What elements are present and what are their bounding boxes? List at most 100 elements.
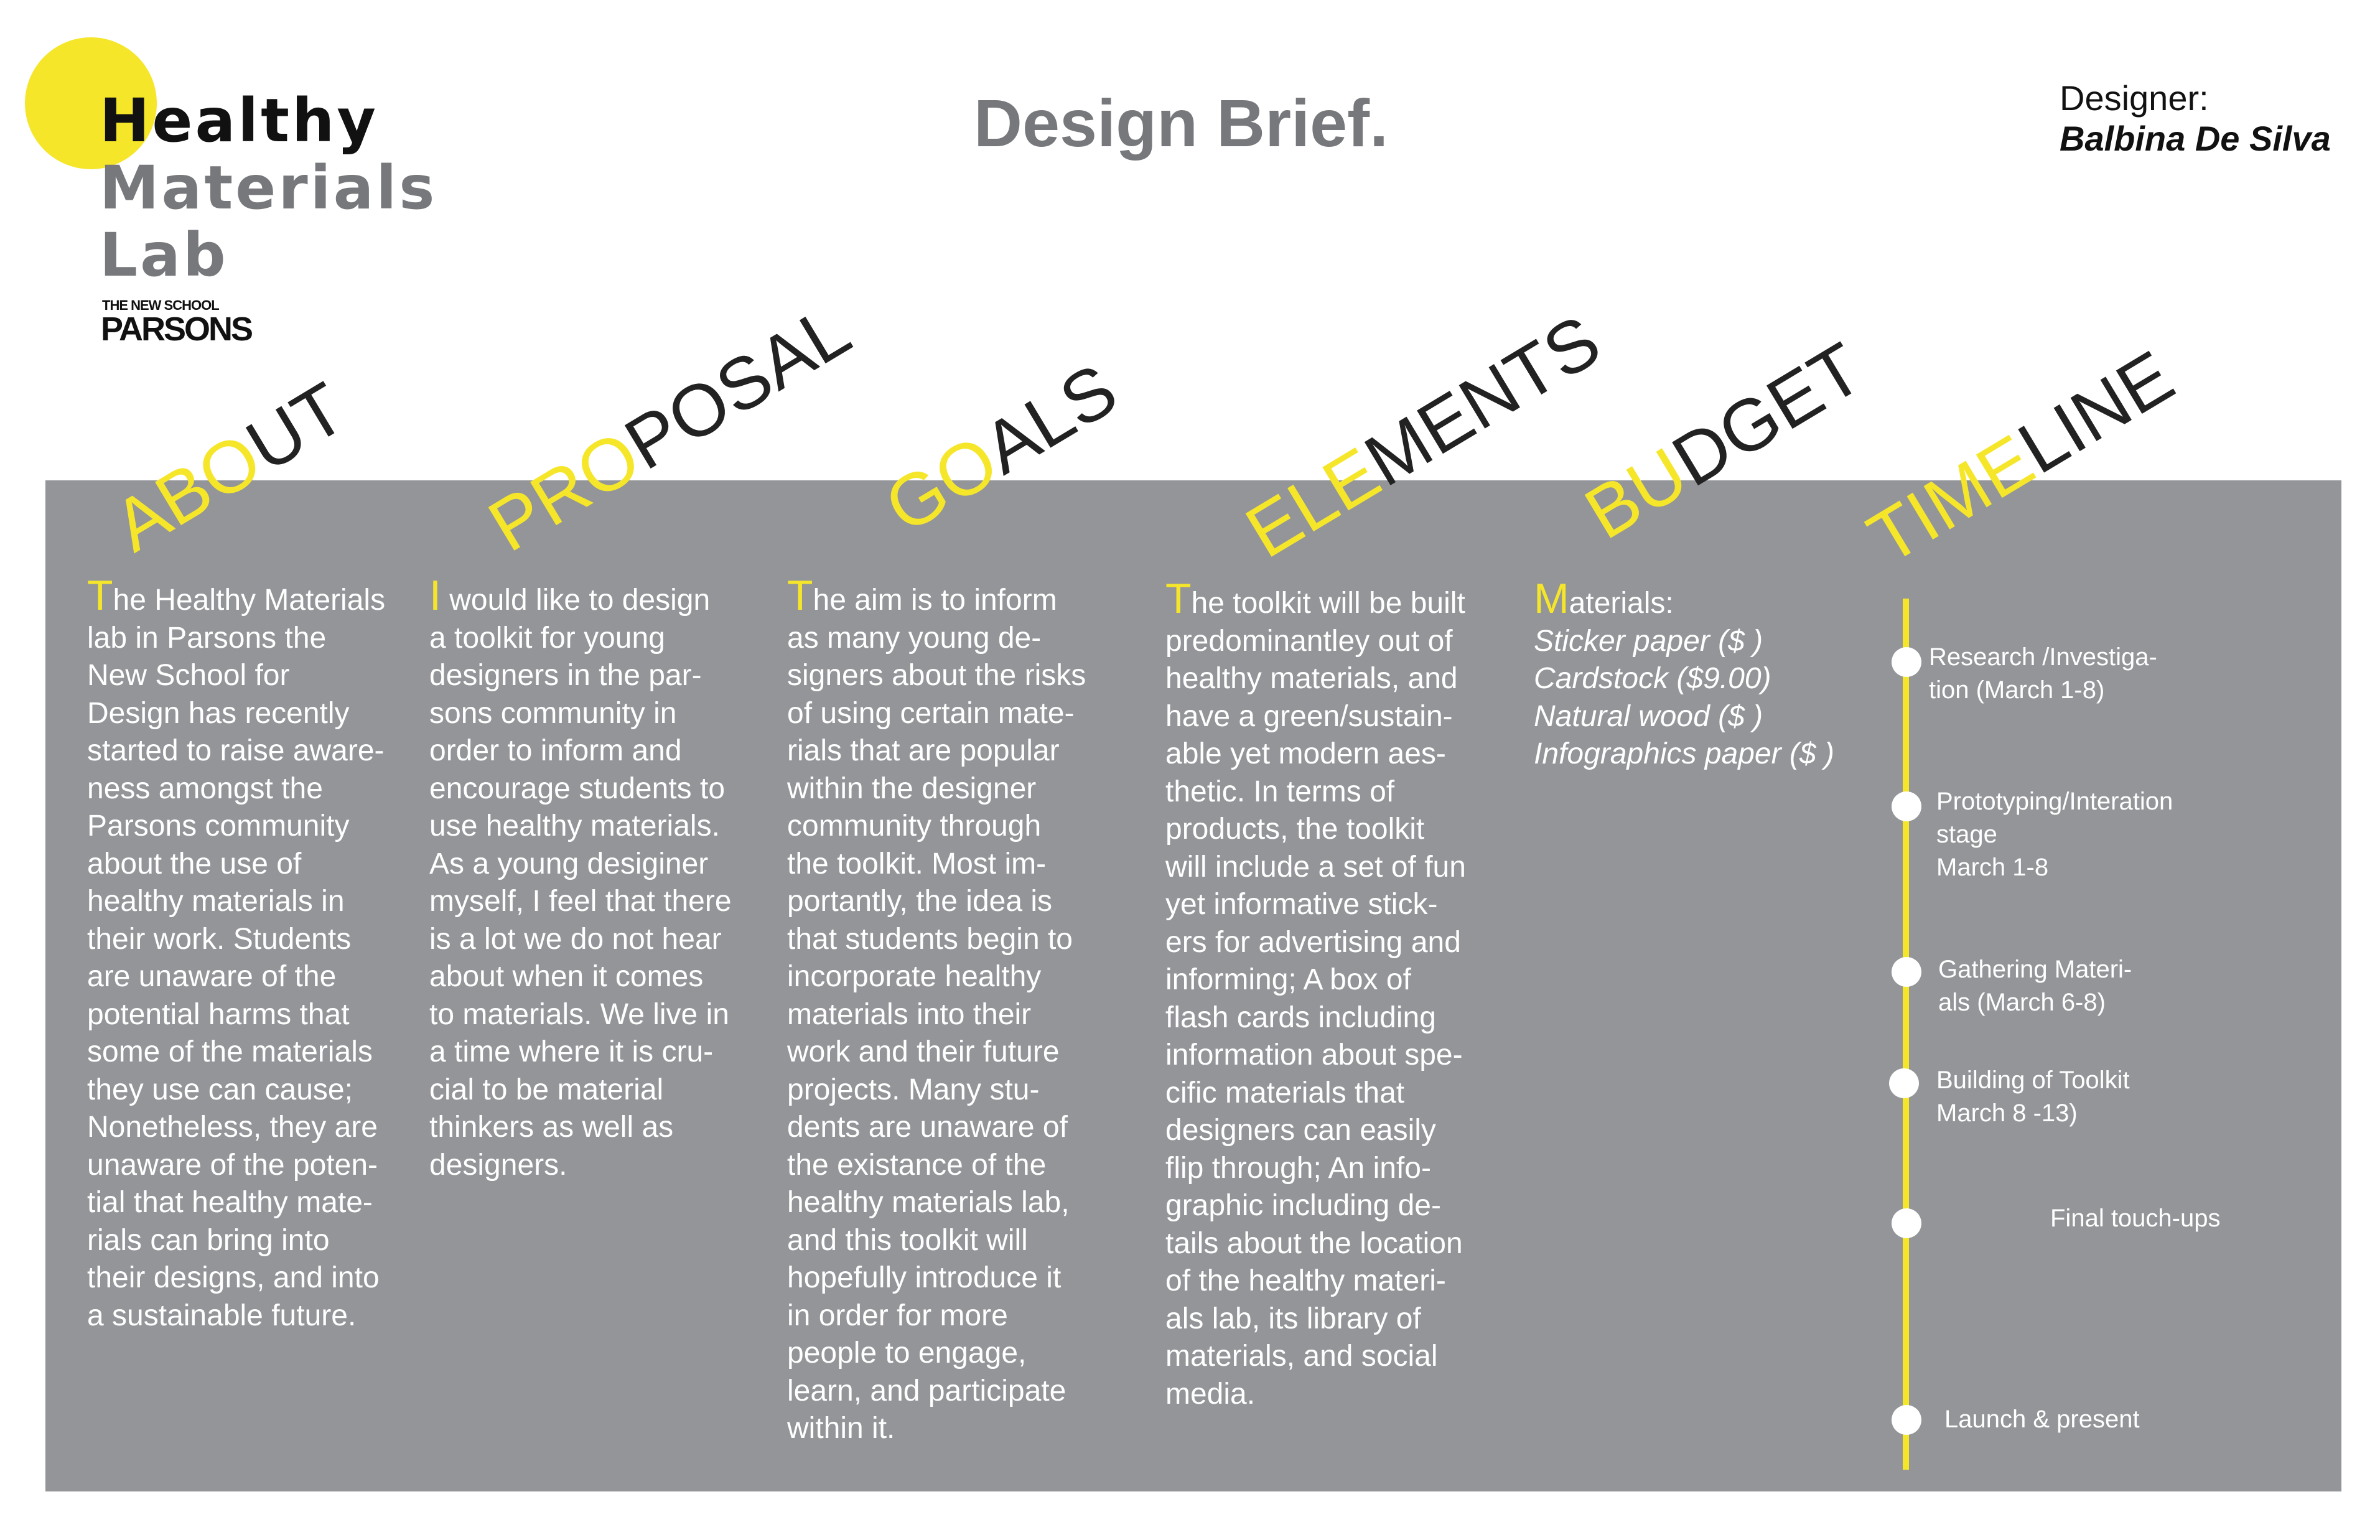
timeline-dot bbox=[1892, 791, 1921, 821]
elements-line: able yet modern aes- bbox=[1165, 737, 1446, 770]
goals-line: healthy materials lab, bbox=[787, 1186, 1070, 1219]
goals-line: hopefully introduce it bbox=[787, 1261, 1062, 1294]
elements-line: graphic including de- bbox=[1165, 1189, 1441, 1222]
proposal-line: sons community in bbox=[429, 696, 677, 730]
elements-line: materials, and social bbox=[1165, 1340, 1438, 1373]
goals-line: rials that are popular bbox=[787, 734, 1060, 767]
about-line: rials can bring into bbox=[87, 1223, 330, 1257]
drop-cap: T bbox=[1165, 575, 1192, 622]
timeline-line bbox=[1903, 599, 1909, 1470]
proposal-line: encourage students to bbox=[429, 772, 726, 805]
budget-heading: Materials: bbox=[1534, 575, 1674, 622]
elements-line: designers can easily bbox=[1165, 1114, 1436, 1147]
proposal-line: a toolkit for young bbox=[429, 621, 665, 655]
timeline-dot bbox=[1892, 957, 1921, 987]
about-line: The Healthy Materials bbox=[87, 572, 386, 619]
about-line: their designs, and into bbox=[87, 1261, 380, 1294]
elements-text: The toolkit will be built predominantley… bbox=[1165, 575, 1514, 1413]
about-text: The Healthy Materials lab in Parsons the… bbox=[87, 572, 417, 1335]
goals-line: signers about the risks bbox=[787, 659, 1086, 692]
timeline-item-research: Research /Investiga-tion (March 1-8) bbox=[1929, 643, 2157, 704]
goals-line: the toolkit. Most im- bbox=[787, 847, 1047, 880]
elements-line: The toolkit will be built bbox=[1165, 575, 1465, 622]
goals-line: incorporate healthy bbox=[787, 960, 1042, 993]
elements-line: products, the toolkit bbox=[1165, 813, 1425, 846]
goals-line: within the designer bbox=[787, 772, 1037, 805]
drop-cap: M bbox=[1534, 575, 1569, 622]
goals-line: that students begin to bbox=[787, 922, 1073, 956]
drop-cap: T bbox=[787, 572, 813, 619]
goals-line: projects. Many stu- bbox=[787, 1073, 1040, 1106]
timeline-dot bbox=[1892, 647, 1921, 677]
budget-item: Infographics paper ($ ) bbox=[1534, 737, 1834, 770]
elements-line: ers for advertising and bbox=[1165, 925, 1461, 959]
proposal-line: use healthy materials. bbox=[429, 810, 720, 842]
goals-line: of using certain mate- bbox=[787, 696, 1075, 730]
about-line: ness amongst the bbox=[87, 772, 323, 805]
timeline-item-final: Final touch-ups bbox=[2050, 1205, 2221, 1232]
proposal-line: about when it comes bbox=[429, 960, 704, 993]
designer-label: Designer: bbox=[2060, 78, 2209, 118]
goals-line: work and their future bbox=[787, 1035, 1060, 1068]
elements-line: als lab, its library of bbox=[1165, 1302, 1421, 1335]
proposal-line: I would like to design bbox=[429, 572, 711, 619]
goals-text: The aim is to inform as many young de- s… bbox=[787, 572, 1123, 1448]
parsons-logo: PARSONS bbox=[101, 310, 253, 348]
logo-line-1: Healthy bbox=[100, 86, 378, 156]
logo-circle bbox=[25, 37, 157, 169]
about-line: Nonetheless, they are bbox=[87, 1111, 378, 1144]
goals-line: The aim is to inform bbox=[787, 572, 1057, 619]
goals-line: as many young de- bbox=[787, 621, 1042, 655]
proposal-line: myself, I feel that there bbox=[429, 885, 732, 918]
drop-cap: I bbox=[429, 572, 441, 619]
goals-line: people to engage, bbox=[787, 1337, 1027, 1370]
budget-item: Cardstock ($9.00) bbox=[1534, 662, 1771, 695]
about-line: healthy materials in bbox=[87, 885, 345, 918]
goals-line: and this toolkit will bbox=[787, 1223, 1028, 1257]
proposal-line: is a lot we do not hear bbox=[429, 922, 722, 956]
elements-line: flip through; An info- bbox=[1165, 1151, 1431, 1185]
budget-item: Sticker paper ($ ) bbox=[1534, 624, 1763, 658]
proposal-line: thinkers as well as bbox=[429, 1111, 674, 1144]
content-panel bbox=[45, 480, 2341, 1491]
goals-line: materials into their bbox=[787, 997, 1032, 1031]
elements-line: cific materials that bbox=[1165, 1076, 1405, 1109]
about-line: unaware of the poten- bbox=[87, 1148, 378, 1182]
goals-line: the existance of the bbox=[787, 1148, 1047, 1182]
about-line: Design has recently bbox=[87, 696, 350, 730]
about-line: they use can cause; bbox=[87, 1073, 353, 1106]
proposal-text: I would like to design a toolkit for you… bbox=[429, 572, 765, 1184]
proposal-line: cial to be material bbox=[429, 1073, 664, 1106]
proposal-line: order to inform and bbox=[429, 734, 682, 767]
about-line: their work. Students bbox=[87, 922, 352, 956]
elements-line: informing; A box of bbox=[1165, 963, 1411, 996]
about-line: started to raise aware- bbox=[87, 734, 385, 767]
timeline-dot bbox=[1892, 1405, 1921, 1435]
drop-cap: T bbox=[87, 572, 113, 619]
elements-line: will include a set of fun bbox=[1165, 850, 1466, 884]
proposal-line: designers in the par- bbox=[429, 659, 702, 692]
goals-line: community through bbox=[787, 810, 1042, 842]
logo-wordmark: Healthy Materials Lab bbox=[100, 87, 437, 289]
elements-line: healthy materials, and bbox=[1165, 662, 1458, 695]
goals-line: within it. bbox=[787, 1412, 895, 1445]
designer-name: Balbina De Silva bbox=[2060, 119, 2331, 158]
elements-line: have a green/sustain- bbox=[1165, 699, 1453, 733]
school-name: THE NEW SCHOOL bbox=[102, 297, 220, 313]
elements-line: yet informative stick- bbox=[1165, 888, 1438, 921]
timeline-dot bbox=[1892, 1208, 1921, 1238]
elements-line: thetic. In terms of bbox=[1165, 775, 1395, 808]
elements-line: predominantley out of bbox=[1165, 624, 1453, 658]
elements-line: tails about the location bbox=[1165, 1226, 1463, 1260]
about-line: New School for bbox=[87, 659, 290, 692]
proposal-line: a time where it is cru- bbox=[429, 1035, 714, 1068]
about-line: are unaware of the bbox=[87, 960, 337, 993]
budget-text: Materials: Sticker paper ($ ) Cardstock … bbox=[1534, 575, 1882, 773]
logo-line-2: Materials bbox=[100, 153, 437, 223]
timeline-item-gathering: Gathering Materi-als (March 6-8) bbox=[1938, 956, 2132, 1016]
logo-line-3: Lab bbox=[100, 220, 228, 290]
proposal-line: As a young desiginer bbox=[429, 847, 709, 880]
about-line: tial that healthy mate- bbox=[87, 1186, 373, 1219]
elements-line: flash cards including bbox=[1165, 1001, 1436, 1034]
timeline-item-building: Building of Toolkit March 8 -13) bbox=[1936, 1066, 2130, 1127]
